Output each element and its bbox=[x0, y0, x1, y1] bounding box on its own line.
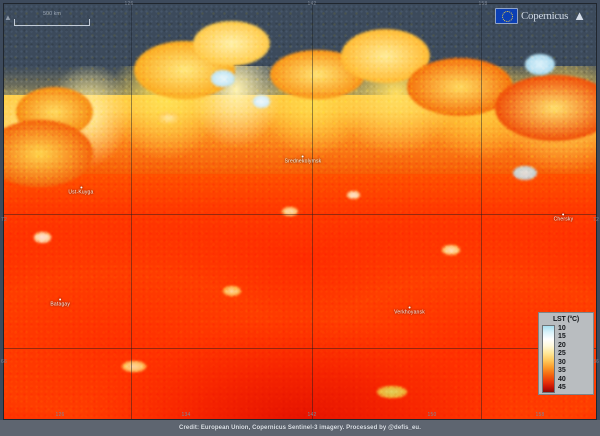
credit-text: Credit: European Union, Copernicus Senti… bbox=[179, 425, 421, 431]
coast-blob bbox=[406, 57, 514, 117]
axis-tick-bottom: 134 bbox=[181, 412, 191, 418]
coast-blob bbox=[193, 20, 271, 67]
axis-tick-bottom: 142 bbox=[307, 412, 317, 418]
place-label-text: Chersky bbox=[553, 216, 574, 223]
copernicus-logo: Copernicus ▲ bbox=[495, 7, 586, 24]
cool-patch bbox=[513, 165, 537, 180]
island-blob bbox=[524, 53, 555, 75]
place-label: Chersky bbox=[554, 213, 574, 222]
axis-tick-right: 72 bbox=[593, 217, 599, 224]
place-label: Batagay bbox=[50, 298, 70, 307]
legend-color-ramp bbox=[542, 325, 555, 393]
axis-tick-bottom: 158 bbox=[535, 412, 545, 418]
place-label: Ust-Kuyga bbox=[68, 186, 93, 195]
graticule-line-lat-72 bbox=[4, 213, 596, 215]
axis-tick-right: 66 bbox=[593, 358, 599, 365]
map-plot-area[interactable]: Ust-Kuyga Srednekolymsk Batagay Verkhoya… bbox=[4, 4, 596, 419]
legend-tick: 20 bbox=[558, 341, 566, 349]
axis-tick-bottom: 126 bbox=[55, 412, 65, 418]
coast-blob bbox=[4, 120, 93, 187]
scale-bar: 500 km bbox=[14, 11, 90, 26]
place-label: Srednekolymsk bbox=[285, 155, 322, 164]
legend-colorbar: LST (°C) 10 15 20 25 30 35 40 45 bbox=[538, 312, 594, 395]
axis-tick-bottom: 150 bbox=[427, 412, 437, 418]
legend-tick: 45 bbox=[558, 383, 566, 391]
place-marker-dot bbox=[59, 298, 62, 301]
scale-bar-rule bbox=[14, 19, 90, 26]
copernicus-wordmark: Copernicus bbox=[521, 9, 569, 22]
axis-tick-top: 142 bbox=[307, 1, 317, 7]
legend-tick: 40 bbox=[558, 375, 566, 383]
legend-tick: 25 bbox=[558, 350, 566, 358]
place-marker-dot bbox=[408, 306, 411, 309]
cool-patch bbox=[122, 360, 147, 372]
cool-patch bbox=[223, 286, 241, 297]
credit-bar: Credit: European Union, Copernicus Senti… bbox=[0, 420, 600, 436]
place-marker-dot bbox=[79, 186, 82, 189]
north-arrow-icon: ▲ bbox=[4, 13, 12, 22]
legend-title: LST (°C) bbox=[552, 316, 580, 323]
logo-arrow-icon: ▲ bbox=[573, 8, 586, 23]
axis-tick-left: 66 bbox=[1, 358, 7, 365]
cool-patch bbox=[347, 190, 361, 200]
island-blob bbox=[157, 111, 179, 125]
axis-tick-top: 158 bbox=[478, 1, 488, 7]
place-marker-dot bbox=[562, 213, 565, 216]
graticule-line-lon-126 bbox=[131, 4, 133, 419]
island-blob bbox=[252, 95, 271, 108]
place-label-text: Verkhoyansk bbox=[394, 309, 425, 316]
place-label-text: Srednekolymsk bbox=[284, 158, 322, 165]
cool-patch bbox=[376, 385, 407, 399]
land-temperature-raster bbox=[4, 4, 596, 419]
cool-patch bbox=[442, 244, 460, 255]
axis-tick-left: 72 bbox=[1, 217, 7, 224]
coast-blob bbox=[495, 74, 596, 141]
cool-patch bbox=[282, 207, 298, 217]
legend-tick: 15 bbox=[558, 333, 566, 341]
graticule-line-lon-158 bbox=[480, 4, 482, 419]
graticule-line-lon-142 bbox=[311, 4, 313, 419]
legend-tick: 35 bbox=[558, 367, 566, 375]
eu-flag-icon bbox=[495, 7, 519, 24]
place-label-text: Batagay bbox=[50, 301, 71, 308]
axis-tick-top: 126 bbox=[124, 1, 134, 7]
scale-bar-label: 500 km bbox=[42, 11, 62, 17]
place-marker-dot bbox=[301, 155, 304, 158]
cool-patch bbox=[33, 232, 52, 243]
legend-tick: 10 bbox=[558, 325, 566, 332]
place-label: Verkhoyansk bbox=[394, 306, 425, 316]
island-blob bbox=[211, 70, 235, 87]
legend-tick: 30 bbox=[558, 358, 566, 366]
legend-tick-list: 10 15 20 25 30 35 40 45 bbox=[558, 325, 590, 391]
graticule-line-lat-66 bbox=[4, 348, 596, 350]
place-label-text: Ust-Kuyga bbox=[68, 189, 94, 196]
